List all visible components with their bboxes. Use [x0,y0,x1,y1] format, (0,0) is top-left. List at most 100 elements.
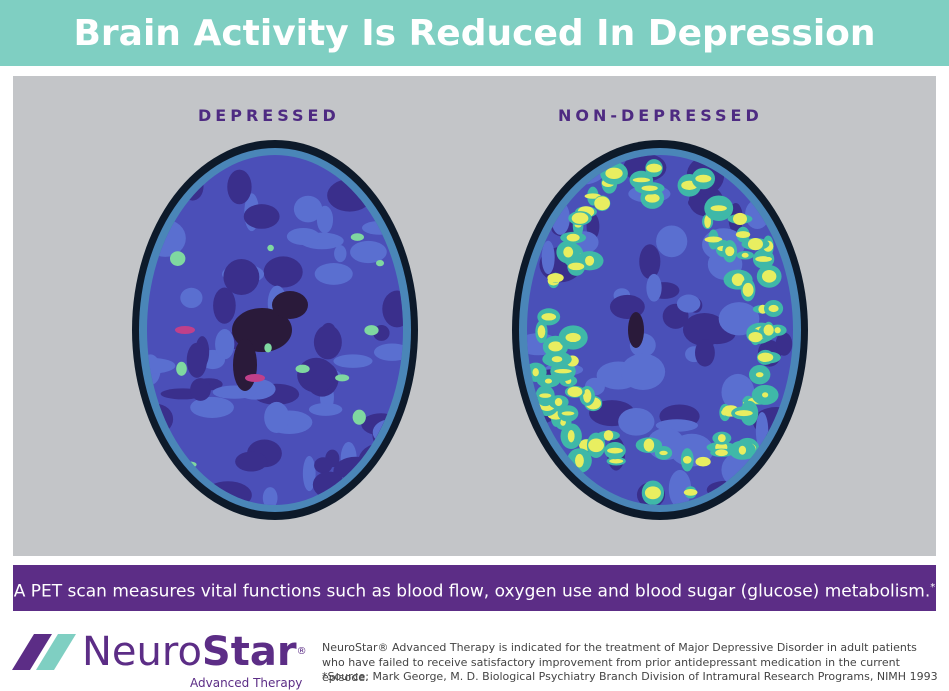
activity-spot [565,332,581,343]
activity-spot [683,488,698,496]
activity-spot [594,196,610,211]
activity-spot [313,324,342,360]
title: Brain Activity Is Reduced In Depression [0,0,949,66]
activity-spot [532,368,539,377]
activity-spot [243,204,280,229]
activity-spot [554,368,572,374]
activity-spot [316,205,334,234]
activity-spot [774,327,781,334]
activity-spot [628,312,644,348]
activity-spot [725,246,735,257]
activity-spot [732,212,748,225]
activity-spot [731,273,745,286]
activity-spot [568,262,585,271]
activity-spot [717,434,726,443]
activity-spot [750,484,785,505]
activity-spot [350,233,364,241]
activity-spot [314,262,353,285]
activity-spot [554,398,563,407]
activity-spot [262,487,278,505]
activity-spot [566,233,580,242]
registered: ® [296,646,307,657]
activity-spot [223,259,260,295]
activity-spot [715,449,728,457]
activity-spot [539,393,552,398]
activity-spot [180,287,203,309]
activity-spot [738,445,747,455]
activity-spot [190,396,234,418]
activity-spot [763,324,774,336]
activity-spot [295,364,310,374]
activity-spot [775,332,793,356]
activity-spot [364,325,379,336]
activity-spot [541,240,555,275]
activity-spot [748,332,763,343]
logo-shape [36,634,76,670]
activity-spot [755,256,772,262]
activity-spot [561,411,575,416]
panel-label: DEPRESSED [198,106,340,125]
activity-spot [245,374,265,382]
activity-spot [215,329,235,360]
activity-spot [704,236,723,243]
activity-spot [643,438,655,452]
brand-star: Star [201,629,297,675]
activity-spot [293,195,323,223]
activity-spot [567,386,583,398]
activity-spot [147,465,162,482]
activity-spot [333,354,373,368]
activity-spot [176,361,187,376]
activity-spot [682,313,727,346]
activity-spot [267,244,274,252]
activity-spot [382,290,403,328]
activity-spot [656,225,688,258]
activity-spot [735,231,751,238]
activity-spot [757,352,774,363]
activity-spot [544,378,552,384]
activity-spot [618,408,655,436]
activity-spot [682,455,692,464]
activity-spot [609,458,624,464]
activity-spot [272,291,308,319]
activity-spot [603,430,614,441]
activity-spot [335,374,350,382]
activity-spot [583,389,592,403]
activity-spot [537,325,546,339]
activity-spot [762,392,769,398]
activity-spot [659,450,668,456]
activity-spot [646,273,662,302]
activity-spot [169,251,186,266]
activity-spot [297,357,336,393]
activity-spot [541,313,557,321]
activity-spot [620,353,666,391]
panel-label: NON-DEPRESSED [558,106,763,125]
activity-spot [548,341,563,352]
activity-spot [567,429,575,443]
depressed-scan [132,140,418,520]
activity-spot [350,240,387,264]
activity-spot [734,410,753,417]
activity-spot [352,409,366,425]
activity-spot [588,438,605,453]
activity-spot [607,447,623,454]
source: *Source: Mark George, M. D. Biological P… [322,670,938,683]
caption-text: A PET scan measures vital functions such… [13,581,931,602]
activity-spot [308,403,343,416]
footnote-mark: * [930,582,936,593]
activity-spot [644,486,661,500]
activity-spot [376,259,385,267]
activity-spot [371,155,389,172]
activity-spot [632,177,650,183]
activity-spot [233,339,257,391]
brand: NeuroStar® [82,630,307,674]
activity-spot [641,185,658,191]
activity-spot [704,215,711,229]
tagline: Advanced Therapy [190,676,303,690]
activity-spot [547,273,564,283]
activity-spot [741,252,749,258]
activity-spot [286,227,320,245]
activity-spot [235,451,268,472]
activity-spot [639,244,661,279]
brand-neuro: Neuro [82,629,202,675]
